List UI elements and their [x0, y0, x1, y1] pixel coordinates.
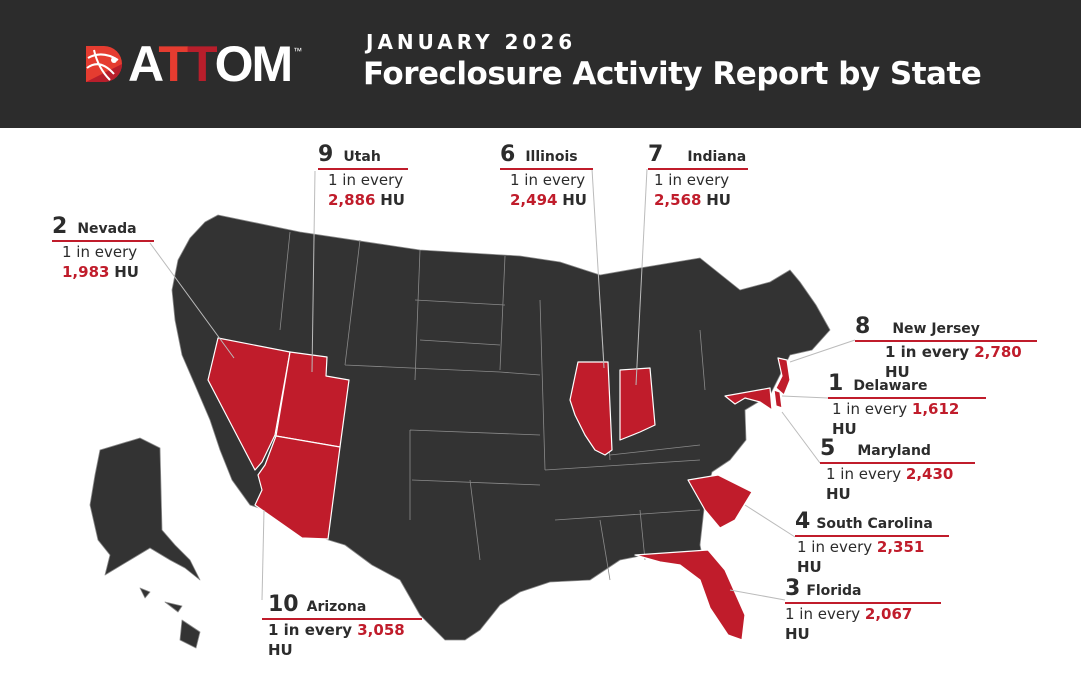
- callout-utah: 9 Utah 1 in every 2,886 HU: [318, 144, 408, 210]
- state-florida: [634, 549, 746, 641]
- state-new-jersey: [775, 357, 791, 396]
- callout-arizona: 10 Arizona 1 in every 3,058 HU: [262, 594, 422, 660]
- callout-maryland: 5 Maryland 1 in every 2,430 HU: [820, 438, 975, 504]
- logo-wordmark: ATTOM: [128, 36, 293, 92]
- attom-globe-icon: [86, 46, 122, 82]
- page-title: Foreclosure Activity Report by State: [363, 56, 982, 92]
- callout-illinois: 6 Illinois 1 in every 2,494 HU: [500, 144, 593, 210]
- state-indiana: [619, 367, 656, 441]
- us-map: [89, 168, 856, 649]
- state-maryland: [724, 387, 773, 411]
- us-mainland: [171, 214, 831, 641]
- state-illinois: [569, 361, 613, 456]
- attom-logo: ATTOM ™: [84, 36, 303, 92]
- state-south-carolina: [687, 474, 753, 529]
- state-arizona: [254, 435, 341, 540]
- header: ATTOM ™ JANUARY 2026 Foreclosure Activit…: [0, 0, 1081, 128]
- state-delaware: [773, 389, 783, 409]
- report-date: JANUARY 2026: [366, 30, 577, 54]
- hawaii: [139, 587, 201, 649]
- alaska: [89, 437, 201, 581]
- callout-nevada: 2 Nevada 1 in every 1,983 HU: [52, 216, 154, 282]
- callout-indiana: 7 Indiana 1 in every 2,568 HU: [648, 142, 748, 209]
- callout-delaware: 1 Delaware 1 in every 1,612 HU: [828, 373, 986, 439]
- trademark: ™: [293, 46, 303, 56]
- callout-florida: 3 Florida 1 in every 2,067 HU: [785, 578, 941, 644]
- callout-new-jersey: 8 New Jersey 1 in every 2,780 HU: [855, 316, 1037, 382]
- callout-south-carolina: 4 South Carolina 1 in every 2,351 HU: [795, 511, 949, 577]
